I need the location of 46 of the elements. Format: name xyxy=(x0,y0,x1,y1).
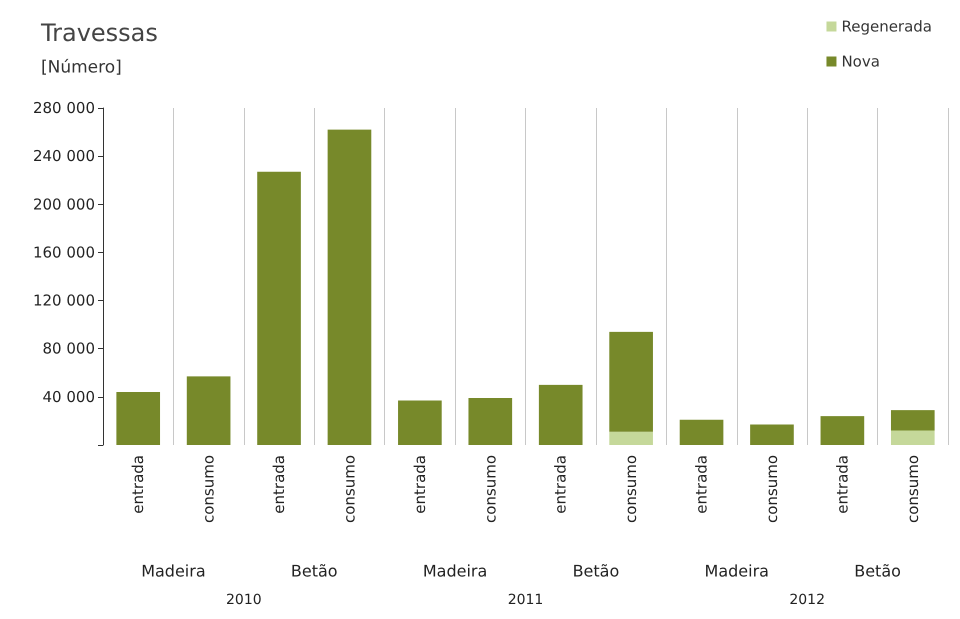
bar xyxy=(186,376,230,445)
y-tick-label: 240 000 xyxy=(32,147,95,166)
x-tick-label: consumo xyxy=(622,455,640,524)
y-tick-label: 160 000 xyxy=(32,243,95,262)
x-tick-label: consumo xyxy=(200,455,218,524)
text: Betão xyxy=(854,562,901,580)
bar xyxy=(820,416,864,445)
x-tick-label: consumo xyxy=(481,455,500,524)
text: Betão xyxy=(290,562,338,580)
x-tick-label: consumo xyxy=(762,455,781,524)
bar xyxy=(116,392,160,445)
x-tick-label: consumo xyxy=(340,455,358,524)
text: 2012 xyxy=(789,592,825,608)
bar xyxy=(890,430,935,445)
text: Betão xyxy=(572,562,620,580)
bar xyxy=(328,130,372,445)
text: 2010 xyxy=(226,592,262,608)
x-tick-label: entrada xyxy=(270,455,288,514)
y-tick-label: 280 000 xyxy=(32,99,95,117)
bar xyxy=(890,410,935,431)
bar xyxy=(609,332,653,432)
legend-label: Nova xyxy=(841,52,880,70)
bar xyxy=(750,424,794,445)
chart-title: Travessas xyxy=(40,19,158,47)
bar xyxy=(468,398,512,445)
y-tick-label: 80 000 xyxy=(42,340,95,358)
text: Madeira xyxy=(422,562,488,580)
legend-label: Regenerada xyxy=(841,18,932,36)
text: Madeira xyxy=(704,562,769,580)
text: Madeira xyxy=(141,562,206,580)
x-tick-label: entrada xyxy=(692,455,711,514)
y-tick-label: 200 000 xyxy=(32,195,95,214)
x-tick-label: entrada xyxy=(833,455,852,514)
chart-subtitle: [Número] xyxy=(41,58,122,78)
bar xyxy=(257,172,301,445)
bar xyxy=(680,420,724,445)
x-tick-label: entrada xyxy=(552,455,570,514)
bar xyxy=(609,432,653,445)
x-tick-label: entrada xyxy=(410,455,429,514)
bar xyxy=(398,400,442,445)
text: 2011 xyxy=(508,592,544,608)
x-tick-label: entrada xyxy=(129,455,148,514)
y-tick-label: 120 000 xyxy=(32,292,95,310)
bar xyxy=(538,384,583,445)
y-tick-label: 40 000 xyxy=(42,388,95,406)
x-tick-label: consumo xyxy=(904,455,922,524)
